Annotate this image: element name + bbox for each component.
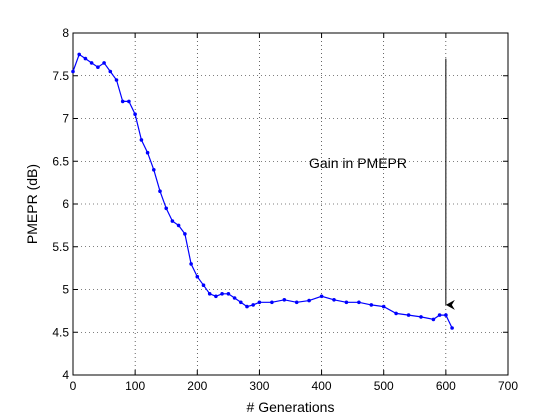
data-point	[232, 296, 237, 300]
data-point	[108, 69, 113, 74]
x-tick-label: 600	[436, 379, 456, 393]
data-point	[239, 300, 243, 305]
data-point	[294, 300, 299, 305]
data-point	[120, 99, 125, 104]
data-point	[201, 283, 206, 288]
x-tick-label: 700	[498, 379, 518, 393]
y-tick-label: 8	[62, 26, 69, 40]
data-point	[207, 292, 212, 296]
y-tick-label: 5.5	[52, 240, 69, 254]
y-tick-label: 6	[62, 197, 69, 211]
x-tick-label: 500	[374, 379, 394, 393]
data-point	[344, 300, 349, 305]
data-point	[369, 303, 374, 307]
data-point	[406, 313, 411, 317]
data-point	[444, 313, 448, 317]
data-point	[152, 168, 156, 172]
data-point	[176, 223, 181, 228]
data-point	[226, 292, 231, 296]
y-tick-label: 4	[62, 368, 69, 382]
data-point	[89, 61, 94, 65]
data-point	[270, 300, 274, 305]
data-point	[145, 150, 150, 155]
data-point	[251, 303, 255, 307]
data-point	[183, 232, 187, 236]
y-axis-title: PMEPR (dB)	[24, 164, 40, 244]
data-point	[139, 138, 144, 142]
data-point	[127, 99, 131, 104]
grid	[73, 33, 508, 375]
data-point	[114, 78, 119, 82]
data-point	[214, 294, 218, 299]
data-point	[189, 262, 193, 266]
data-point	[319, 294, 324, 299]
data-point	[431, 317, 436, 322]
y-tick-label: 7.5	[52, 69, 69, 83]
annotation-group: Gain in PMEPR	[309, 58, 455, 310]
data-point	[170, 219, 175, 223]
data-point	[133, 112, 137, 116]
data-point	[307, 298, 311, 303]
y-tick-label: 7	[62, 112, 69, 126]
annotation-label: Gain in PMEPR	[309, 155, 407, 171]
data-point	[164, 206, 168, 211]
data-point	[158, 189, 162, 193]
data-point	[394, 311, 398, 316]
x-tick-label: 300	[249, 379, 269, 393]
plot-area	[72, 32, 509, 376]
data-point	[220, 292, 224, 296]
data-point	[450, 326, 454, 330]
series-group	[71, 52, 454, 330]
series-line	[72, 53, 453, 329]
data-point	[102, 61, 106, 65]
data-point	[195, 274, 200, 279]
data-point	[96, 65, 100, 69]
data-point	[83, 56, 88, 61]
data-point	[245, 304, 249, 309]
data-point	[77, 52, 81, 57]
x-tick-label: 200	[187, 379, 207, 393]
data-point	[282, 298, 287, 302]
x-tick-label: 100	[125, 379, 145, 393]
y-tick-label: 4.5	[52, 325, 69, 339]
x-axis-title: # Generations	[247, 399, 335, 415]
data-point	[357, 300, 361, 305]
data-point	[419, 315, 423, 319]
data-point	[332, 298, 336, 302]
data-point	[381, 304, 386, 309]
x-tick-label: 0	[70, 379, 77, 393]
x-tick-label: 400	[312, 379, 332, 393]
y-tick-label: 5	[62, 283, 69, 297]
data-point	[437, 313, 442, 317]
y-tick-label: 6.5	[52, 154, 69, 168]
axis-ticks: 0 100 200 300 400 500 600 700 4 4.5 5 5.5 6 6.5 7 7.5 8	[52, 26, 518, 393]
data-point	[71, 69, 75, 74]
data-point	[257, 300, 262, 305]
